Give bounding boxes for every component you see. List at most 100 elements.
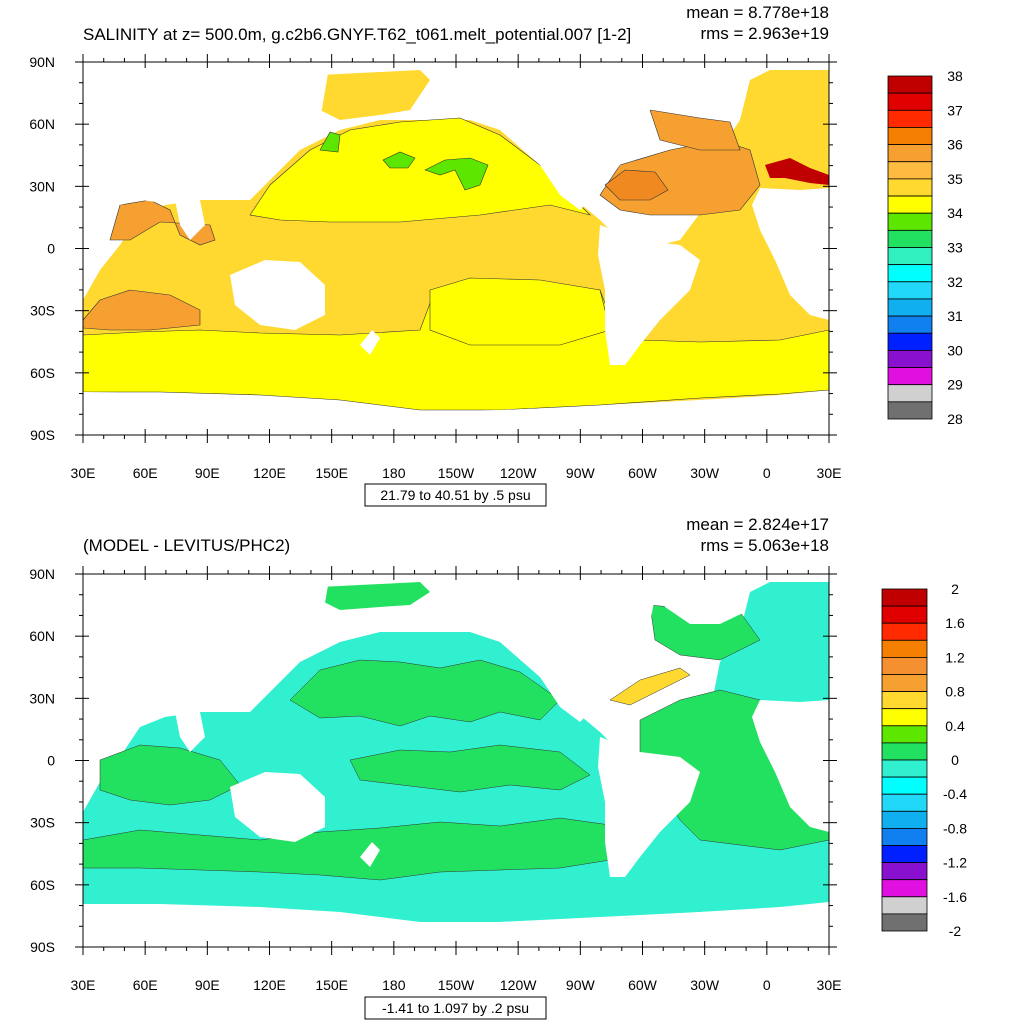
salinity-colorbar-label: 35 (947, 171, 963, 187)
difference-colorbar-swatch (881, 725, 928, 744)
difference-colorbar-swatch (881, 622, 928, 641)
difference-lat-label: 90N (29, 566, 55, 582)
salinity-land-australia (230, 260, 325, 330)
salinity-colorbar-label: 34 (947, 205, 963, 221)
salinity-green-pacific (424, 157, 489, 191)
difference-green-indian (99, 744, 241, 806)
salinity-colorbar-swatch (887, 229, 933, 248)
difference-lon-label: 30E (817, 977, 842, 993)
salinity-lat-label: 30N (29, 178, 55, 194)
difference-colorbar-swatch (881, 793, 928, 812)
salinity-colorbar-label: 32 (947, 274, 963, 290)
salinity-lat-label: 90N (29, 54, 55, 70)
salinity-colorbar-swatch (887, 401, 933, 420)
difference-lon-label: 60W (628, 977, 658, 993)
salinity-colorbar-swatch (887, 178, 933, 197)
difference-colorbar-swatch (881, 674, 928, 693)
difference-lat-label: 30S (30, 815, 55, 831)
difference-colorbar-swatch (881, 776, 928, 795)
difference-north-pacific (320, 582, 430, 610)
salinity-colorbar-swatch (887, 212, 933, 231)
salinity-warm-indian (83, 289, 201, 331)
salinity-colorbar-label: 33 (947, 240, 963, 256)
salinity-colorbar-swatch (887, 161, 933, 180)
difference-colorbar-label: -1.6 (943, 889, 967, 905)
salinity-lat-label: 60N (29, 116, 55, 132)
difference-land-africa (752, 700, 829, 832)
difference-colorbar-label: 1.6 (945, 615, 965, 631)
salinity-lat-label: 30S (30, 303, 55, 319)
difference-colorbar-swatch (881, 759, 928, 778)
difference-colorbar-label: -2 (949, 923, 962, 939)
salinity-colorbar-swatch (887, 144, 933, 163)
difference-lat-label: 90S (30, 939, 55, 955)
difference-lat-label: 60S (30, 877, 55, 893)
difference-colorbar-swatch (881, 708, 928, 727)
salinity-lon-label: 120E (253, 465, 286, 481)
difference-rms: rms = 5.063e+18 (700, 536, 829, 555)
salinity-lon-label: 60E (133, 465, 158, 481)
difference-panel: (MODEL - LEVITUS/PHC2) mean = 2.824e+17 … (29, 515, 967, 1020)
salinity-colorbar-label: 38 (947, 68, 963, 84)
salinity-lon-label: 150W (438, 465, 475, 481)
salinity-warm-arctic (649, 109, 741, 151)
salinity-lon-label: 30W (690, 465, 720, 481)
difference-colorbar-label: 0.8 (945, 684, 965, 700)
difference-colorbar-swatch (881, 605, 928, 624)
salinity-lon-label: 60W (628, 465, 658, 481)
difference-lon-label: 0 (763, 977, 771, 993)
difference-colorbar-label: 1.2 (945, 649, 965, 665)
difference-range-label: -1.41 to 1.097 by .2 psu (382, 1000, 529, 1016)
difference-colorbar: 2 1.6 1.2 0.8 0.4 0 -0.4 -0.8 -1.2 -1.6 -2 (881, 581, 967, 939)
salinity-colorbar-label: 31 (947, 308, 963, 324)
salinity-map (83, 62, 829, 435)
difference-lon-label: 120W (500, 977, 537, 993)
salinity-colorbar-swatch (887, 127, 933, 145)
difference-colorbar-swatch (881, 913, 928, 932)
difference-green-north-pacific (289, 659, 561, 727)
salinity-land-north-america (430, 62, 660, 210)
difference-colorbar-label: -0.4 (943, 786, 967, 802)
salinity-north-pacific (320, 70, 430, 120)
difference-map (83, 574, 829, 947)
difference-green-eq-pacific (349, 744, 591, 793)
salinity-land-africa (752, 188, 829, 320)
difference-colorbar-swatch (881, 828, 928, 846)
difference-colorbar-swatch (881, 879, 928, 898)
salinity-colorbar-swatch (887, 195, 933, 214)
difference-land-eurasia (83, 574, 330, 717)
salinity-colorbar-label: 28 (947, 411, 963, 427)
salinity-yellow-south-band (83, 279, 829, 411)
salinity-colorbar-swatch (887, 367, 933, 386)
salinity-panel: SALINITY at z= 500.0m, g.c2b6.GNYF.T62_t… (29, 3, 963, 507)
difference-land-india (175, 712, 205, 752)
difference-land-south-america (598, 737, 700, 877)
difference-lon-label: 150E (315, 977, 348, 993)
salinity-colorbar-label: 36 (947, 137, 963, 153)
salinity-lon-label: 120W (500, 465, 537, 481)
salinity-colorbar-swatch (887, 298, 933, 317)
salinity-land-india (175, 200, 205, 240)
salinity-rms: rms = 2.963e+19 (700, 24, 829, 43)
salinity-colorbar-swatch (887, 349, 933, 368)
salinity-lat-labels: 90N 60N 30N 0 30S 60S 90S (29, 54, 55, 443)
salinity-lon-label: 30E (71, 465, 96, 481)
difference-colorbar-label: -1.2 (943, 855, 967, 871)
salinity-lat-label: 0 (47, 241, 55, 257)
difference-lon-label: 90E (195, 977, 220, 993)
difference-colorbar-label: 0.4 (945, 718, 965, 734)
salinity-lon-label: 180 (382, 465, 406, 481)
salinity-range-label: 21.79 to 40.51 by .5 psu (380, 487, 530, 503)
difference-colorbar-swatch (881, 742, 928, 761)
difference-lon-label: 120E (253, 977, 286, 993)
salinity-south-pacific-yellow (429, 277, 611, 346)
difference-land-north-america (430, 574, 660, 722)
salinity-lon-label: 90E (195, 465, 220, 481)
salinity-land-south-america (598, 225, 700, 365)
salinity-colorbar-swatch (887, 247, 933, 266)
difference-lat-labels: 90N 60N 30N 0 30S 60S 90S (29, 566, 55, 955)
difference-colorbar-swatch (881, 588, 928, 607)
salinity-land-antarctica (83, 392, 829, 435)
salinity-range-box (364, 483, 547, 507)
